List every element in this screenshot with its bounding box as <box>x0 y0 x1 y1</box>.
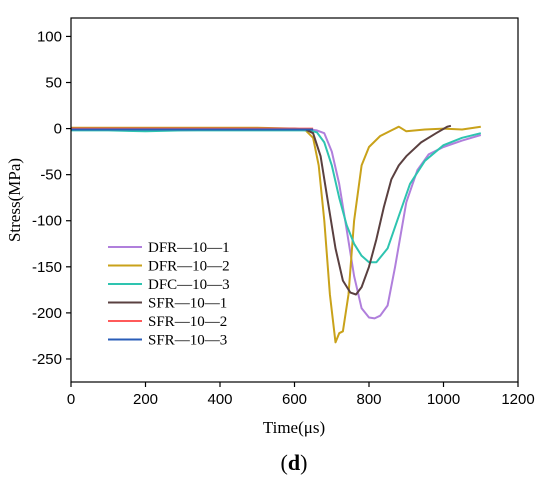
legend-label: SFR—10—2 <box>148 314 227 330</box>
x-tick-label: 200 <box>133 391 158 408</box>
legend-label: SFR—10—1 <box>148 296 227 312</box>
y-tick-label: -100 <box>32 213 62 230</box>
x-axis: 0 200 400 600 800 1000 1200 <box>67 382 535 408</box>
legend-label: DFR—10—2 <box>148 259 230 275</box>
legend-label: SFR—10—3 <box>148 333 227 349</box>
x-tick-label: 1000 <box>427 391 460 408</box>
x-tick-label: 1200 <box>501 391 534 408</box>
x-tick-label: 400 <box>207 391 232 408</box>
series-layer <box>71 124 482 344</box>
y-tick-label: -150 <box>32 259 62 276</box>
legend-label: DFC—10—3 <box>148 277 230 293</box>
plot-frame <box>70 17 519 383</box>
y-tick-label: -200 <box>32 305 62 322</box>
y-tick-label: 100 <box>37 28 62 45</box>
y-axis: -250 -200 -150 -100 -50 0 50 100 <box>32 28 71 368</box>
y-tick-label: 0 <box>54 121 62 138</box>
figure-caption: (d) <box>281 450 308 475</box>
legend: DFR—10—1 DFR—10—2 DFC—10—3 SFR—10—1 SFR—10—2… <box>108 240 230 349</box>
y-tick-label: 50 <box>45 75 62 92</box>
y-axis-title: Stress(MPa) <box>5 158 24 242</box>
legend-label: DFR—10—1 <box>148 240 230 256</box>
series-line <box>71 125 481 344</box>
x-axis-title: Time(μs) <box>263 418 325 437</box>
series-line <box>71 129 482 264</box>
caption-letter: d <box>288 450 300 475</box>
series-line <box>71 128 482 320</box>
x-tick-label: 800 <box>356 391 381 408</box>
caption-close: ) <box>300 450 307 475</box>
caption-open: ( <box>281 450 288 475</box>
x-tick-label: 600 <box>282 391 307 408</box>
y-tick-label: -250 <box>32 351 62 368</box>
y-tick-label: -50 <box>40 167 62 184</box>
x-tick-label: 0 <box>67 391 75 408</box>
